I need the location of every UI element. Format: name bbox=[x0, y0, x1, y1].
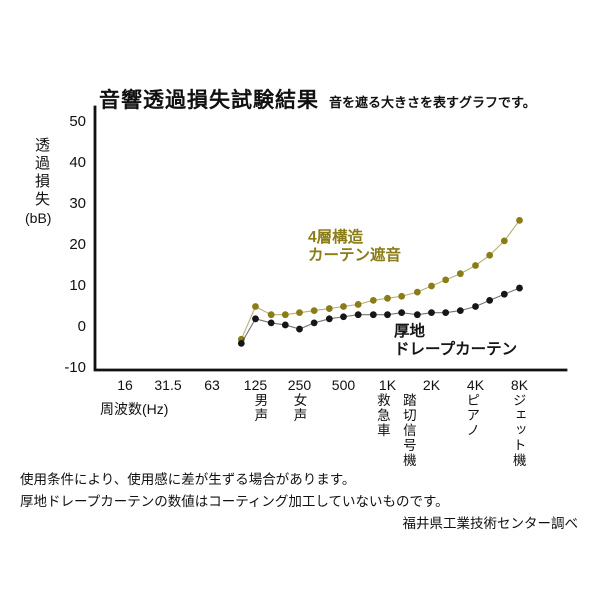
series-point bbox=[281, 311, 289, 319]
x-tick-label: 1K bbox=[378, 377, 397, 393]
y-tick-label: 30 bbox=[69, 195, 86, 212]
chart-header: 音響透過損失試験結果 音を遮る大きさを表すグラフです。 bbox=[99, 84, 536, 114]
x-tick-label: 8K bbox=[510, 377, 529, 393]
series-point bbox=[456, 270, 464, 278]
series-point bbox=[384, 311, 391, 319]
series-point bbox=[354, 301, 362, 308]
series-point bbox=[354, 311, 362, 319]
x-tick-label: 31.5 bbox=[154, 377, 182, 393]
series-point bbox=[267, 319, 275, 327]
series-point bbox=[428, 309, 435, 317]
axis-lines bbox=[93, 105, 568, 372]
series-point bbox=[398, 292, 406, 300]
y-axis-title: 透過損失 bbox=[33, 137, 50, 209]
x-axis-title: 周波数(Hz) bbox=[100, 401, 169, 417]
series-point bbox=[369, 296, 377, 304]
series-point bbox=[442, 276, 450, 284]
x-tick-label: 4K bbox=[466, 377, 485, 393]
legend-drape-curtain: 厚地 ドレープカーテン bbox=[394, 323, 517, 359]
series-point bbox=[296, 325, 303, 333]
x-tick-label: 63 bbox=[204, 377, 220, 393]
y-tick-label: 50 bbox=[69, 113, 86, 130]
sound-annotation: 女声 bbox=[291, 393, 307, 423]
footnote-2: 厚地ドレープカーテンの数値はコーティング加工していないものです。 bbox=[20, 494, 449, 509]
x-tick-label: 2K bbox=[422, 377, 441, 393]
x-tick-label: 16 bbox=[117, 377, 133, 393]
series-point bbox=[500, 237, 508, 245]
series-point bbox=[384, 294, 391, 302]
series-point bbox=[486, 296, 494, 304]
series-point bbox=[442, 309, 450, 317]
series-point bbox=[472, 303, 479, 310]
series-point bbox=[456, 307, 464, 314]
legend-drape-line1: 厚地 bbox=[394, 323, 426, 340]
chart-subtitle: 音を遮る大きさを表すグラフです。 bbox=[329, 95, 536, 110]
series-point bbox=[325, 315, 333, 323]
series-point bbox=[267, 311, 275, 319]
series-point bbox=[428, 282, 435, 290]
series-point bbox=[325, 305, 333, 312]
series-point bbox=[516, 217, 523, 224]
series-point bbox=[398, 309, 406, 317]
series-point bbox=[472, 262, 479, 269]
series-point bbox=[252, 303, 259, 310]
series-point bbox=[340, 313, 347, 321]
credit-line: 福井県工業技術センター調べ bbox=[402, 516, 579, 531]
series-point bbox=[369, 311, 377, 319]
y-tick-label: -10 bbox=[64, 359, 86, 376]
chart-title: 音響透過損失試験結果 bbox=[99, 89, 319, 112]
x-tick-label: 125 bbox=[243, 377, 268, 393]
legend-drape-line2: ドレープカーテン bbox=[394, 340, 518, 358]
y-tick-label: 0 bbox=[77, 318, 86, 335]
series-point bbox=[310, 307, 318, 314]
legend-layer4-line2: カーテン遮音 bbox=[308, 246, 402, 264]
legend-layer4-curtain: 4層構造 カーテン遮音 bbox=[308, 229, 401, 265]
series-point bbox=[413, 311, 421, 319]
y-tick-label: 10 bbox=[69, 277, 86, 294]
y-axis-unit: (bB) bbox=[25, 210, 52, 226]
series-point bbox=[340, 303, 347, 310]
sound-annotation: ピアノ bbox=[464, 393, 480, 438]
footnote-1: 使用条件により、使用感に差が生ずる場合があります。 bbox=[20, 472, 356, 487]
legend-layer4-line1: 4層構造 bbox=[308, 229, 364, 246]
y-tick-label: 20 bbox=[69, 236, 86, 253]
series-point bbox=[281, 321, 289, 329]
series-point bbox=[500, 290, 508, 298]
series-point bbox=[516, 284, 523, 292]
series-point bbox=[310, 319, 318, 327]
x-tick-label: 250 bbox=[287, 377, 312, 393]
series-point bbox=[413, 288, 421, 296]
series-point bbox=[486, 251, 494, 259]
series-point bbox=[252, 315, 259, 323]
y-tick-label: 40 bbox=[69, 154, 86, 171]
sound-annotation: ジェット機 bbox=[510, 393, 526, 468]
sound-annotation: 救急車 bbox=[374, 393, 390, 438]
series-point bbox=[237, 340, 245, 347]
sound-annotation: 踏切信号機 bbox=[400, 393, 416, 468]
series-point bbox=[296, 309, 303, 317]
sound-annotation: 男声 bbox=[252, 393, 268, 423]
x-tick-label: 500 bbox=[331, 377, 356, 393]
